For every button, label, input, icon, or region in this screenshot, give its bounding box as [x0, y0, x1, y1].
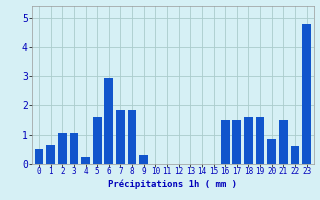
- Bar: [81, 157, 90, 164]
- Bar: [58, 133, 67, 164]
- Bar: [46, 145, 55, 164]
- Bar: [93, 117, 101, 164]
- Bar: [104, 78, 113, 164]
- Bar: [116, 110, 125, 164]
- Bar: [139, 155, 148, 164]
- X-axis label: Précipitations 1h ( mm ): Précipitations 1h ( mm ): [108, 179, 237, 189]
- Bar: [302, 24, 311, 164]
- Bar: [291, 146, 299, 164]
- Bar: [221, 120, 229, 164]
- Bar: [267, 139, 276, 164]
- Bar: [244, 117, 253, 164]
- Bar: [232, 120, 241, 164]
- Bar: [279, 120, 288, 164]
- Bar: [69, 133, 78, 164]
- Bar: [128, 110, 136, 164]
- Bar: [35, 149, 43, 164]
- Bar: [256, 117, 264, 164]
